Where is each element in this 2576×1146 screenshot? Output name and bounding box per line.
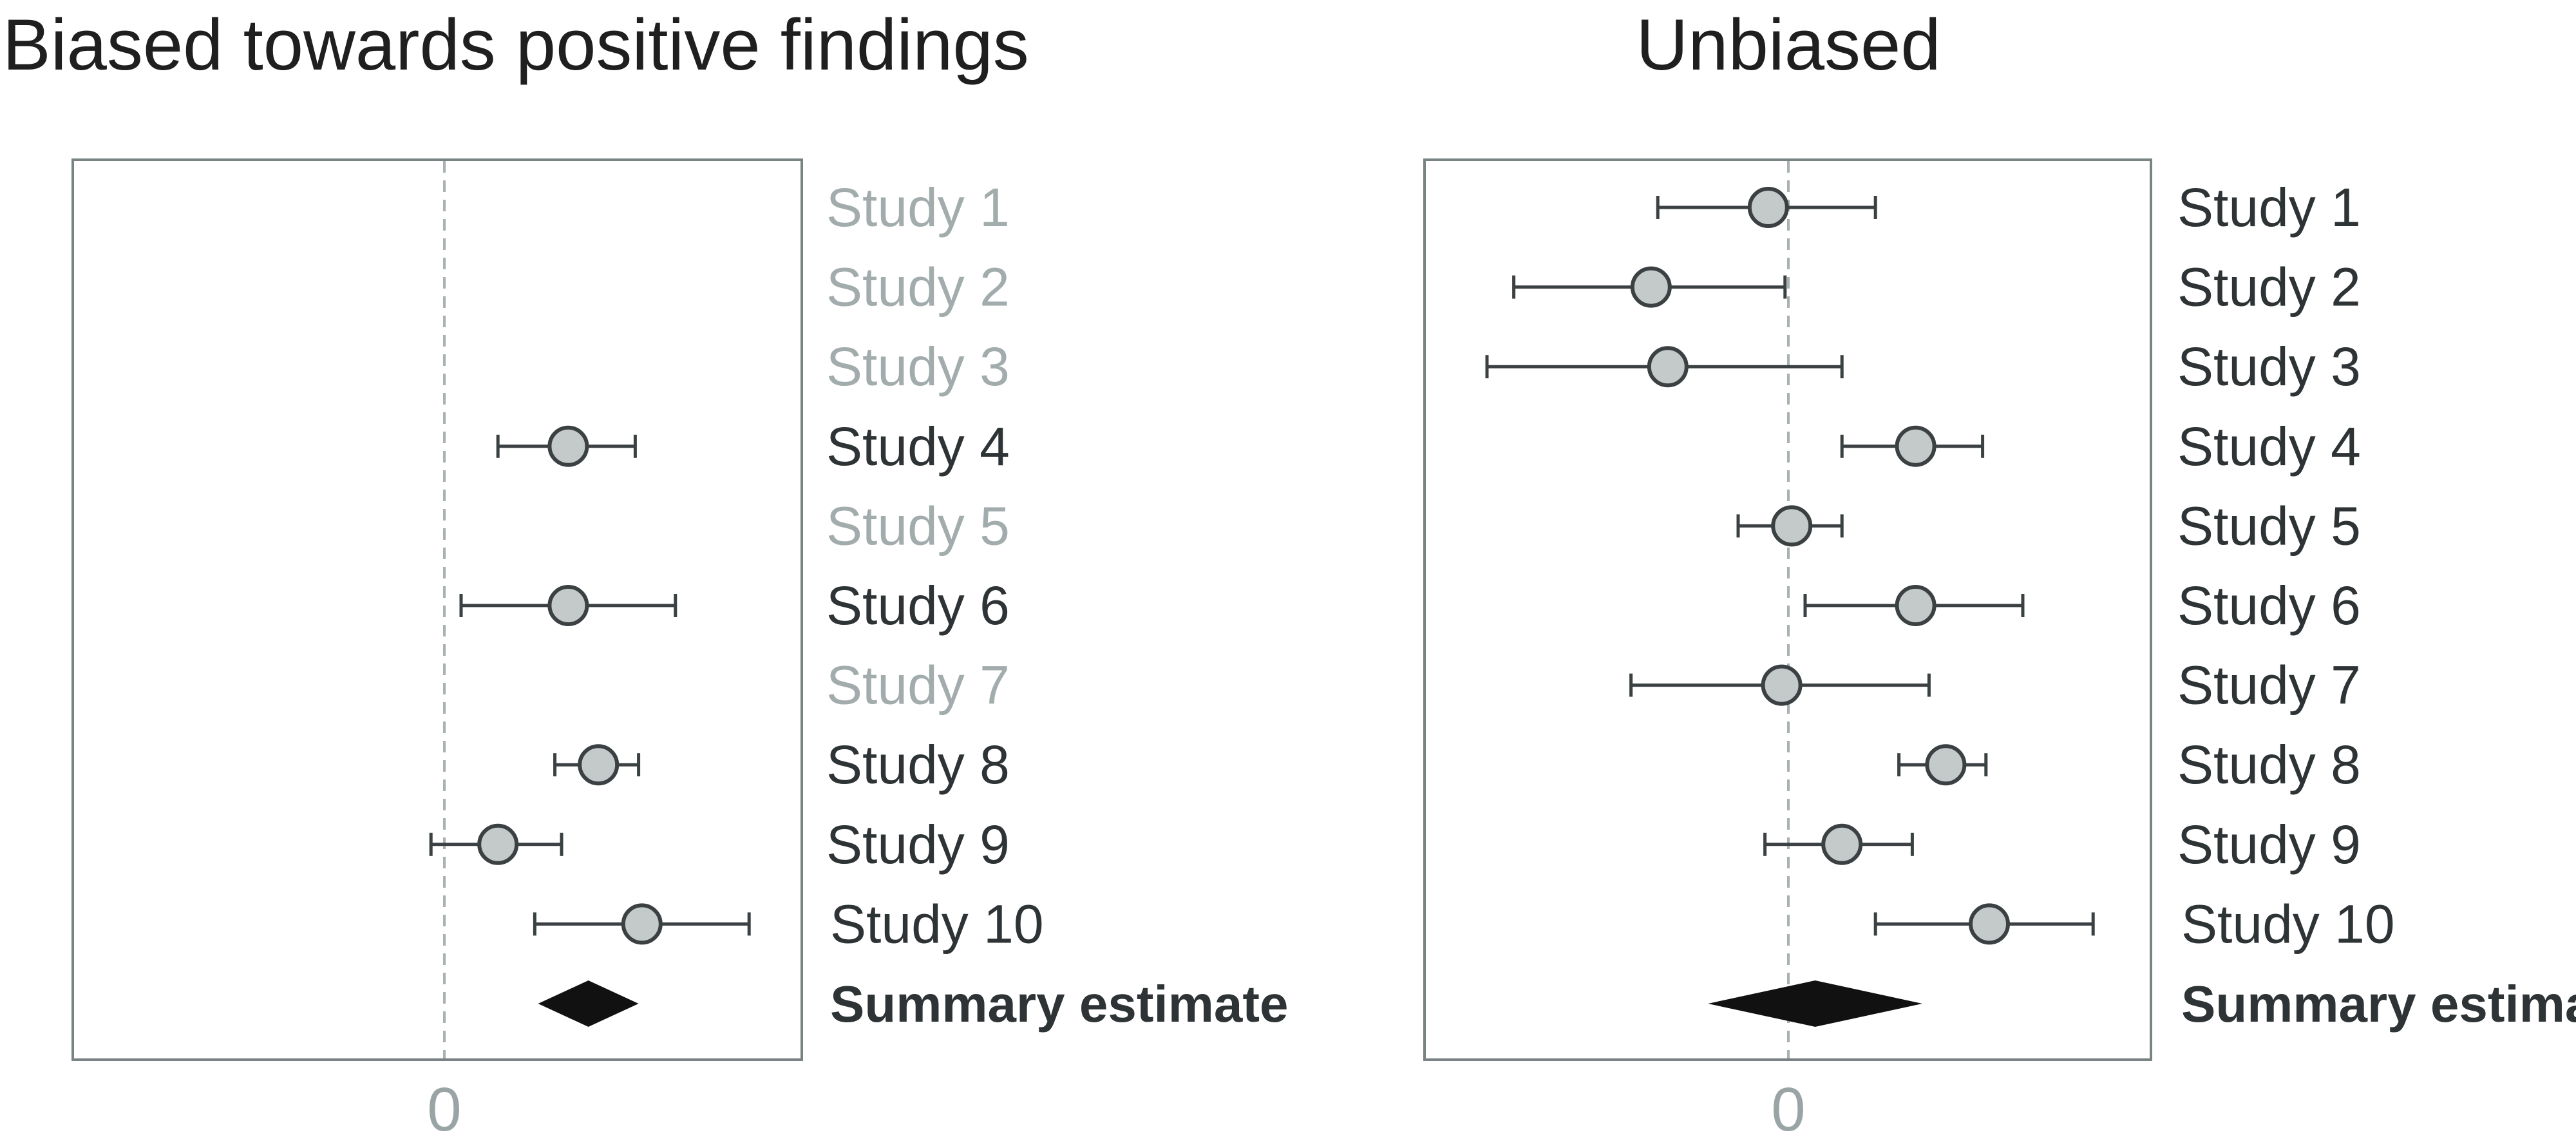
point-estimate — [547, 585, 589, 626]
study-label: Study 3 — [2177, 336, 2361, 397]
study-label: Study 2 — [2177, 257, 2361, 318]
study-label: Study 5 — [2177, 495, 2361, 556]
study-label: Study 9 — [826, 814, 1010, 875]
study-label: Study 1 — [826, 177, 1010, 238]
summary-label: Summary estimate — [2181, 975, 2576, 1033]
study-label: Study 2 — [826, 257, 1010, 318]
point-estimate — [1969, 903, 2010, 945]
study-label: Study 8 — [2177, 734, 2361, 795]
study-label: Study 3 — [826, 336, 1010, 397]
study-label: Study 9 — [2177, 814, 2361, 875]
panel-title: Unbiased — [1636, 5, 1940, 85]
study-label: Study 1 — [2177, 177, 2361, 238]
x-tick-label-zero: 0 — [1771, 1075, 1805, 1144]
plot-frame — [71, 158, 803, 1061]
point-estimate — [1895, 425, 1937, 467]
panel-unbiased: Unbiased Study 1 Study 2 Study 3 Study 4 Stu… — [1423, 5, 2576, 1144]
study-label: Study 8 — [826, 734, 1010, 795]
point-estimate — [1895, 585, 1937, 626]
panel-title: Biased towards positive findings — [3, 5, 1029, 85]
point-estimate — [547, 425, 589, 467]
point-estimate — [1747, 187, 1789, 228]
study-label: Study 6 — [2177, 575, 2361, 636]
summary-label: Summary estimate — [830, 975, 1288, 1033]
point-estimate — [1761, 664, 1803, 706]
point-estimate — [1630, 266, 1672, 308]
point-estimate — [1771, 505, 1813, 547]
study-label: Study 4 — [826, 416, 1010, 477]
point-estimate — [1647, 346, 1689, 388]
panel-biased: Biased towards positive findings Study 1… — [3, 5, 1288, 1144]
study-label: Study 7 — [826, 655, 1010, 716]
plot-frame — [1423, 158, 2152, 1061]
study-label: Study 10 — [2181, 893, 2395, 954]
point-estimate — [621, 903, 663, 945]
x-tick-label-zero: 0 — [427, 1075, 461, 1144]
point-estimate — [477, 823, 519, 865]
study-label: Study 10 — [830, 893, 1044, 954]
study-label: Study 5 — [826, 495, 1010, 556]
study-label: Study 4 — [2177, 416, 2361, 477]
study-label: Study 6 — [826, 575, 1010, 636]
study-label: Study 7 — [2177, 655, 2361, 716]
point-estimate — [578, 744, 620, 786]
summary-diamond — [1708, 980, 1922, 1027]
point-estimate — [1925, 744, 1967, 786]
summary-diamond — [538, 980, 639, 1027]
point-estimate — [1821, 823, 1863, 865]
